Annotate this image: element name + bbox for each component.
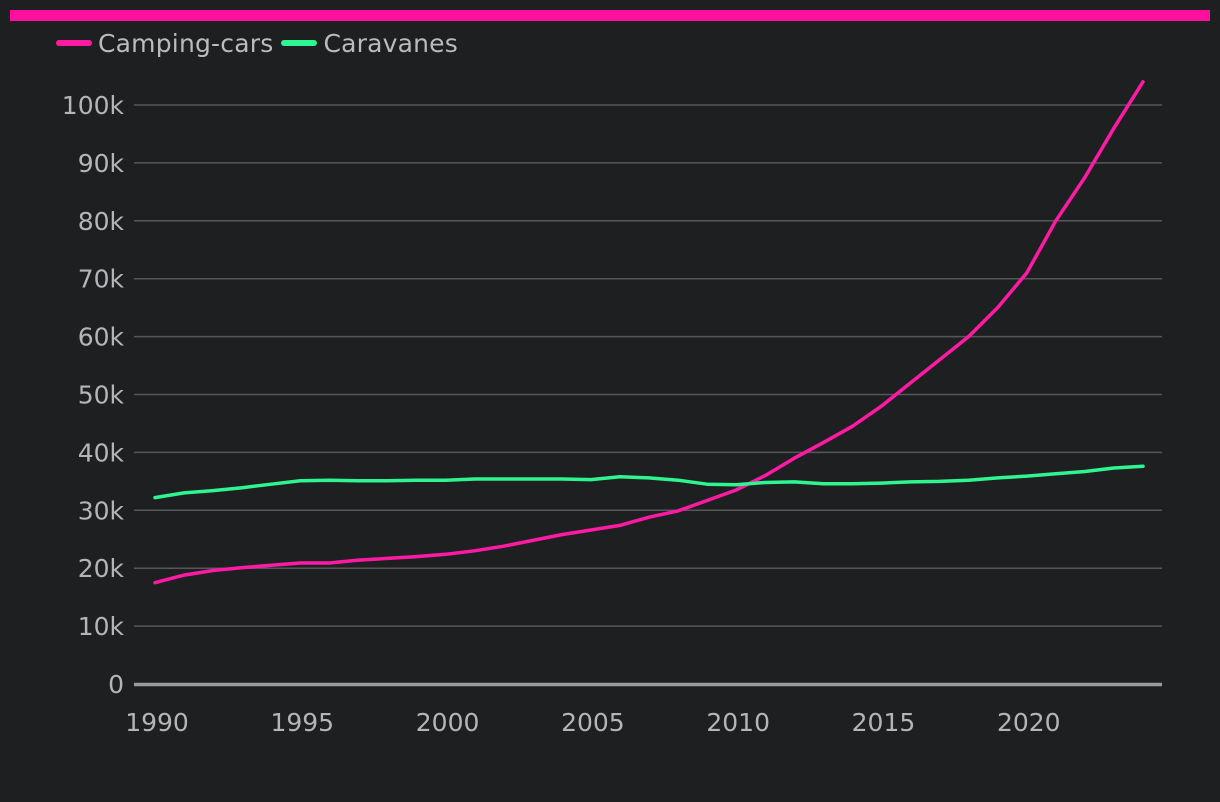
y-tick-label: 20k — [78, 554, 125, 583]
x-axis-ticks: 1990 1995 2000 2005 2010 2015 2020 — [125, 708, 1060, 737]
legend-label-camping-cars: Camping-cars — [98, 28, 274, 58]
series-line-camping-cars[interactable] — [153, 80, 1145, 585]
legend-item-caravanes[interactable]: Caravanes — [281, 29, 458, 58]
y-tick-label: 0 — [108, 670, 124, 699]
x-tick-label: 2020 — [997, 708, 1061, 737]
x-tick-label: 2000 — [416, 708, 480, 737]
x-tick-label: 2015 — [852, 708, 916, 737]
legend-swatch-camping-cars — [56, 40, 92, 46]
y-tick-label: 10k — [78, 612, 125, 641]
legend-label-caravanes: Caravanes — [323, 28, 458, 58]
y-tick-label: 50k — [78, 381, 125, 410]
y-tick-label: 30k — [78, 496, 125, 525]
grid-lines — [134, 104, 1162, 627]
y-tick-label: 40k — [78, 438, 125, 467]
legend-item-camping-cars[interactable]: Camping-cars — [56, 29, 273, 58]
x-tick-label: 1990 — [125, 708, 189, 737]
top-accent-bar — [10, 10, 1210, 21]
y-axis-ticks: 0 10k 20k 30k 40k 50k 60k 70k 80k 90k 100k — [62, 91, 125, 699]
y-tick-label: 90k — [78, 149, 125, 178]
series-lines — [153, 80, 1145, 585]
y-tick-label: 100k — [62, 91, 125, 120]
x-tick-label: 2010 — [706, 708, 770, 737]
x-tick-label: 1995 — [270, 708, 334, 737]
series-line-caravanes[interactable] — [153, 464, 1145, 500]
y-tick-label: 80k — [78, 207, 125, 236]
y-tick-label: 60k — [78, 323, 125, 352]
y-tick-label: 70k — [78, 265, 125, 294]
legend-swatch-caravanes — [281, 40, 318, 46]
x-tick-label: 2005 — [561, 708, 625, 737]
legend: Camping-cars Caravanes — [56, 26, 466, 60]
